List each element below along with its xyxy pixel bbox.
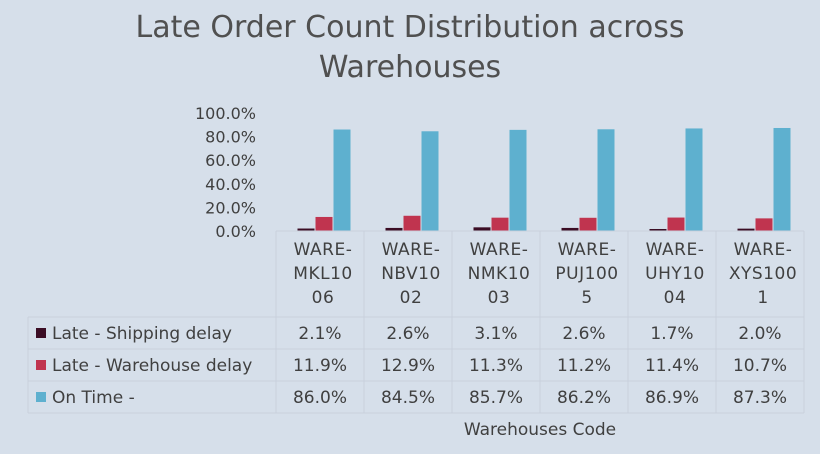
bar-late-warehouse-delay-3: [579, 217, 597, 231]
bar-on-time-1: [421, 131, 439, 231]
x-tick-label: UHY10: [645, 264, 705, 284]
x-tick-label: WARE-: [646, 240, 705, 260]
x-tick-label: NBV10: [381, 264, 441, 284]
bar-on-time-0: [333, 129, 351, 231]
x-tick-label: XYS100: [729, 264, 797, 284]
bar-late-shipping-delay-0: [297, 228, 315, 231]
x-tick-label: 04: [664, 288, 687, 308]
chart-title: Late Order Count Distribution across War…: [0, 8, 820, 88]
legend-swatch: [36, 328, 46, 338]
x-tick-label: 1: [757, 288, 768, 308]
y-tick-label: 20.0%: [205, 198, 256, 217]
x-axis-title: Warehouses Code: [463, 420, 617, 440]
bar-late-warehouse-delay-5: [755, 218, 773, 231]
data-table-value: 86.2%: [557, 388, 611, 408]
y-tick-label: 0.0%: [215, 222, 256, 241]
data-table-value: 3.1%: [474, 324, 517, 344]
bar-late-warehouse-delay-2: [491, 217, 509, 231]
bar-late-warehouse-delay-4: [667, 217, 685, 231]
data-table-value: 84.5%: [381, 388, 435, 408]
x-tick-label: WARE-: [558, 240, 617, 260]
legend-swatch: [36, 392, 46, 402]
data-table-value: 12.9%: [381, 356, 435, 376]
bar-late-shipping-delay-3: [561, 227, 579, 231]
data-table-value: 2.6%: [562, 324, 605, 344]
x-tick-label: WARE-: [294, 240, 353, 260]
y-tick-label: 60.0%: [205, 151, 256, 170]
data-table-value: 11.2%: [557, 356, 611, 376]
data-table-value: 2.1%: [298, 324, 341, 344]
bar-on-time-5: [773, 127, 791, 231]
x-tick-label: 06: [312, 288, 335, 308]
x-tick-label: 03: [488, 288, 511, 308]
data-table-value: 86.0%: [293, 388, 347, 408]
data-table-value: 1.7%: [650, 324, 693, 344]
data-table-value: 86.9%: [645, 388, 699, 408]
bar-late-shipping-delay-5: [737, 228, 755, 231]
data-table-value: 10.7%: [733, 356, 787, 376]
data-table-value: 2.0%: [738, 324, 781, 344]
y-tick-label: 80.0%: [205, 128, 256, 147]
y-tick-label: 40.0%: [205, 175, 256, 194]
x-tick-label: NMK10: [468, 264, 531, 284]
x-tick-label: WARE-: [470, 240, 529, 260]
data-table-value: 2.6%: [386, 324, 429, 344]
data-table-value: 11.9%: [293, 356, 347, 376]
bar-late-warehouse-delay-1: [403, 215, 421, 231]
x-tick-label: 02: [400, 288, 423, 308]
y-tick-label: 100.0%: [195, 104, 256, 123]
data-table-value: 85.7%: [469, 388, 523, 408]
x-tick-label: WARE-: [382, 240, 441, 260]
legend-label: Late - Shipping delay: [52, 324, 232, 344]
bar-late-shipping-delay-4: [649, 228, 667, 231]
bar-on-time-3: [597, 129, 615, 231]
data-table-value: 87.3%: [733, 388, 787, 408]
x-tick-label: PUJ100: [555, 264, 618, 284]
x-tick-label: MKL10: [293, 264, 352, 284]
x-tick-label: 5: [581, 288, 592, 308]
legend-label: Late - Warehouse delay: [52, 356, 252, 376]
data-table-value: 11.4%: [645, 356, 699, 376]
bar-late-shipping-delay-1: [385, 227, 403, 231]
bar-late-warehouse-delay-0: [315, 216, 333, 231]
legend-swatch: [36, 360, 46, 370]
data-table-value: 11.3%: [469, 356, 523, 376]
chart-title-line-1: Late Order Count Distribution across: [135, 10, 685, 45]
legend-label: On Time -: [52, 388, 135, 408]
bar-late-shipping-delay-2: [473, 227, 491, 231]
chart-title-line-2: Warehouses: [318, 50, 502, 85]
bar-on-time-4: [685, 128, 703, 231]
bar-on-time-2: [509, 129, 527, 231]
x-tick-label: WARE-: [734, 240, 793, 260]
